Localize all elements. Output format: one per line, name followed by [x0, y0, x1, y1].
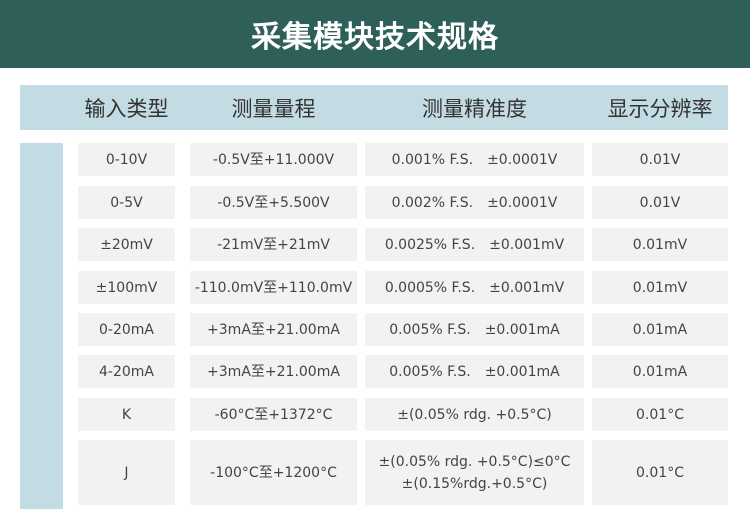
cell-type: J [78, 440, 175, 505]
cell-range: -110.0mV至+110.0mV [190, 271, 357, 304]
cell-type: 4-20mA [78, 355, 175, 388]
cell-type: 0-5V [78, 186, 175, 219]
cell-accuracy: ±(0.05% rdg. +0.5°C) [365, 398, 584, 431]
cell-resolution: 0.01mV [592, 228, 728, 261]
cell-resolution: 0.01°C [592, 398, 728, 431]
cell-accuracy: 0.001% F.S. ±0.0001V [365, 143, 584, 176]
cell-range: -100°C至+1200°C [190, 440, 357, 505]
cell-accuracy: 0.002% F.S. ±0.0001V [365, 186, 584, 219]
cell-type: ±100mV [78, 271, 175, 304]
cell-resolution: 0.01°C [592, 440, 728, 505]
table-header [20, 85, 728, 130]
cell-resolution: 0.01mA [592, 355, 728, 388]
header-input-type: 输入类型 [84, 96, 169, 121]
cell-range: -21mV至+21mV [190, 228, 357, 261]
header-accuracy: 测量精准度 [422, 96, 527, 121]
cell-accuracy: 0.0025% F.S. ±0.001mV [365, 228, 584, 261]
header-resolution: 显示分辨率 [607, 96, 713, 121]
cell-type: K [78, 398, 175, 431]
cell-range: -0.5V至+5.500V [190, 186, 357, 219]
side-accent-bar [20, 143, 63, 509]
cell-type: 0-20mA [78, 313, 175, 346]
cell-range: +3mA至+21.00mA [190, 313, 357, 346]
cell-accuracy: 0.005% F.S. ±0.001mA [365, 313, 584, 346]
cell-resolution: 0.01mA [592, 313, 728, 346]
page-title: 采集模块技术规格 [0, 0, 750, 68]
cell-resolution: 0.01V [592, 186, 728, 219]
cell-resolution: 0.01V [592, 143, 728, 176]
cell-resolution: 0.01mV [592, 271, 728, 304]
cell-accuracy: 0.0005% F.S. ±0.001mV [365, 271, 584, 304]
cell-range: -0.5V至+11.000V [190, 143, 357, 176]
cell-accuracy: ±(0.05% rdg. +0.5°C)≤0°C ±(0.15%rdg.+0.5… [365, 440, 584, 505]
cell-accuracy: 0.005% F.S. ±0.001mA [365, 355, 584, 388]
cell-range: -60°C至+1372°C [190, 398, 357, 431]
cell-type: 0-10V [78, 143, 175, 176]
header-range: 测量量程 [231, 96, 316, 121]
cell-type: ±20mV [78, 228, 175, 261]
cell-range: +3mA至+21.00mA [190, 355, 357, 388]
